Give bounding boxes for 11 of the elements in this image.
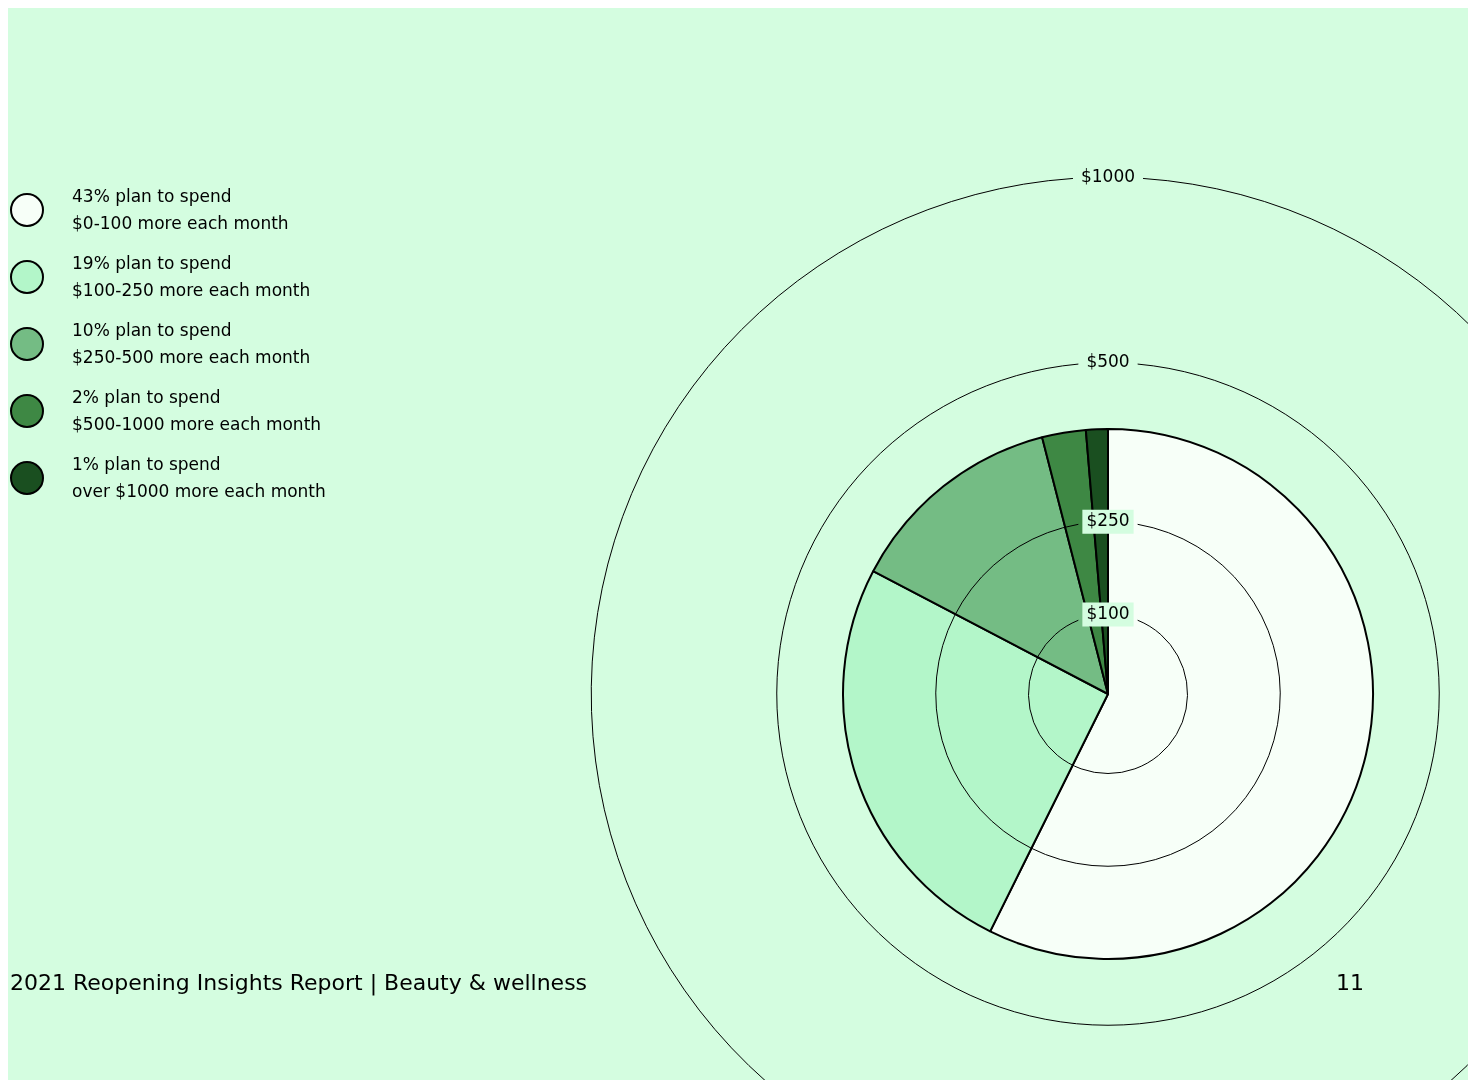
legend-label: 19% plan to spend $100-250 more each month bbox=[72, 251, 311, 302]
legend-label: 2% plan to spend $500-1000 more each month bbox=[72, 385, 322, 436]
legend-label: 10% plan to spend $250-500 more each month bbox=[72, 318, 311, 369]
text: $250 bbox=[1086, 510, 1130, 531]
legend-label: 1% plan to spend over $1000 more each month bbox=[72, 452, 326, 503]
legend-label: 43% plan to spend $0-100 more each month bbox=[72, 184, 289, 235]
text: 2021 Reopening Insights Report | Beauty & wellness bbox=[10, 970, 588, 995]
text: 11 bbox=[1336, 970, 1364, 995]
text: $500 bbox=[1086, 351, 1130, 372]
text: $1000 bbox=[1080, 165, 1136, 186]
text: $100 bbox=[1086, 602, 1130, 623]
